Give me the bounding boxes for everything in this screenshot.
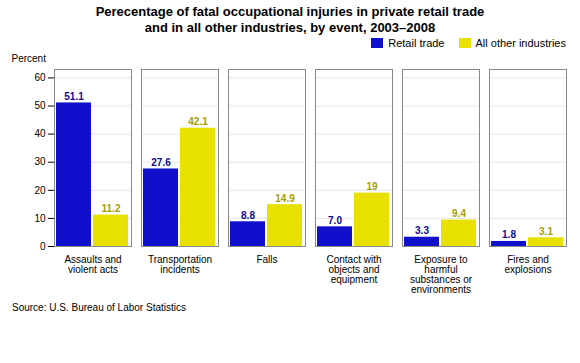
html-text:Retail trade: Retail trade	[388, 37, 445, 50]
svg-text:9.4: 9.4	[452, 208, 466, 219]
svg-text:8.8: 8.8	[241, 210, 255, 221]
svg-text:Transportationincidents: Transportationincidents	[148, 254, 212, 275]
svg-text:50: 50	[34, 100, 46, 111]
svg-text:Assaults andviolent acts: Assaults andviolent acts	[64, 254, 121, 275]
svg-text:40: 40	[34, 129, 46, 140]
svg-text:60: 60	[34, 72, 46, 83]
svg-text:19: 19	[366, 181, 378, 192]
svg-text:3.3: 3.3	[415, 225, 429, 236]
svg-text:Percent: Percent	[12, 53, 47, 64]
svg-text:Exposure toharmfulsubstances o: Exposure toharmfulsubstances orenvironme…	[410, 254, 473, 295]
svg-text:14.9: 14.9	[275, 193, 295, 204]
svg-text:42.1: 42.1	[188, 116, 208, 127]
svg-text:7.0: 7.0	[328, 215, 342, 226]
svg-text:0: 0	[40, 241, 46, 252]
svg-text:1.8: 1.8	[502, 230, 516, 241]
svg-text:51.1: 51.1	[64, 91, 84, 102]
svg-text:Contact withobjects andequipme: Contact withobjects andequipment	[326, 254, 381, 285]
svg-text:3.1: 3.1	[539, 226, 553, 237]
svg-text:Fires andexplosions: Fires andexplosions	[504, 254, 551, 275]
html-text:Perecentage of fatal occupatio: Perecentage of fatal occupational injuri…	[95, 4, 485, 35]
svg-text:11.2: 11.2	[102, 203, 121, 214]
svg-text:27.6: 27.6	[151, 157, 171, 168]
svg-text:30: 30	[34, 157, 46, 168]
html-text:Source: U.S. Bureau of Labor S: Source: U.S. Bureau of Labor Statistics	[12, 302, 186, 314]
svg-text:20: 20	[34, 185, 46, 196]
svg-text:10: 10	[34, 213, 46, 224]
html-text:All other industries: All other industries	[475, 37, 566, 50]
svg-text:Falls: Falls	[256, 254, 277, 265]
